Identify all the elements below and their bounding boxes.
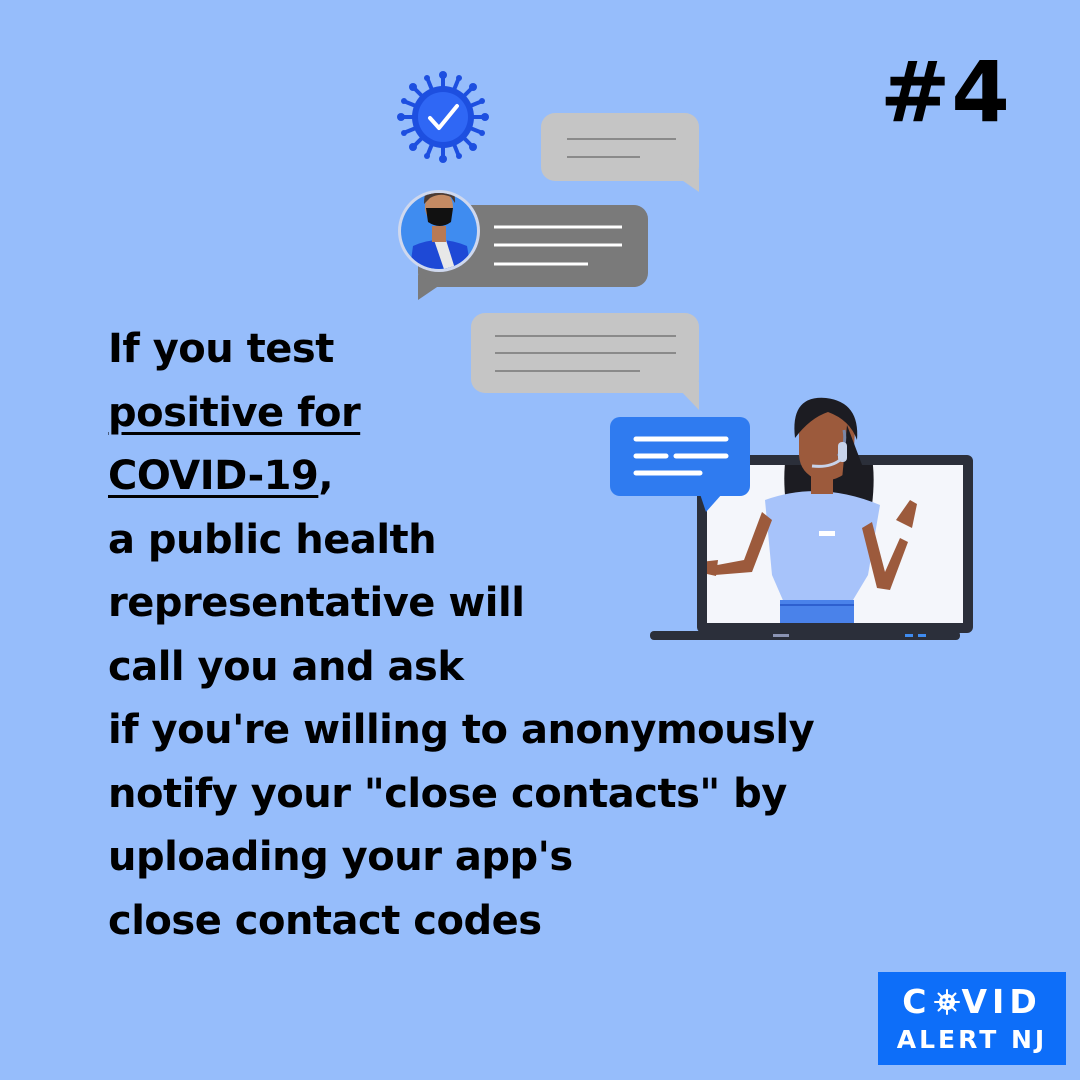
logo-line-2: ALERT NJ bbox=[896, 1025, 1048, 1054]
message-line-6: call you and ask bbox=[108, 643, 464, 690]
message-line-3: COVID-19, bbox=[108, 445, 814, 509]
virus-icon bbox=[933, 989, 960, 1015]
covid-term: COVID-19 bbox=[108, 453, 319, 499]
message-line-9: uploading your app's bbox=[108, 834, 573, 880]
chat-bubble-light-top bbox=[541, 113, 699, 192]
step-number: #4 bbox=[880, 43, 1011, 141]
contact-tracing-illustration bbox=[397, 71, 973, 640]
message-line-10: close contact codes bbox=[108, 897, 542, 944]
message-line-5: representative will bbox=[108, 580, 525, 626]
message-line-4: a public health bbox=[108, 516, 437, 563]
logo-line-1: C VID bbox=[878, 985, 1066, 1018]
laptop-support-agent bbox=[650, 397, 973, 640]
covid-alert-nj-logo: C VID ALERT NJ bbox=[878, 972, 1066, 1065]
message-line-2: positive for bbox=[108, 389, 361, 436]
chat-bubble-icon bbox=[610, 417, 750, 512]
logo-letter-c: C bbox=[902, 982, 932, 1021]
chat-bubble-light-middle bbox=[471, 313, 699, 410]
virus-check-icon bbox=[397, 71, 489, 163]
logo-letters-vid: VID bbox=[961, 982, 1042, 1021]
message-line-1: If you test bbox=[108, 326, 334, 372]
notification-message: If you test positive for COVID-19, a pub… bbox=[108, 318, 815, 953]
message-line-3-rest: , bbox=[318, 453, 334, 499]
masked-person-avatar bbox=[398, 190, 480, 272]
message-line-7: if you're willing to anonymously bbox=[108, 707, 815, 753]
message-line-8: notify your "close contacts" by bbox=[108, 770, 787, 817]
